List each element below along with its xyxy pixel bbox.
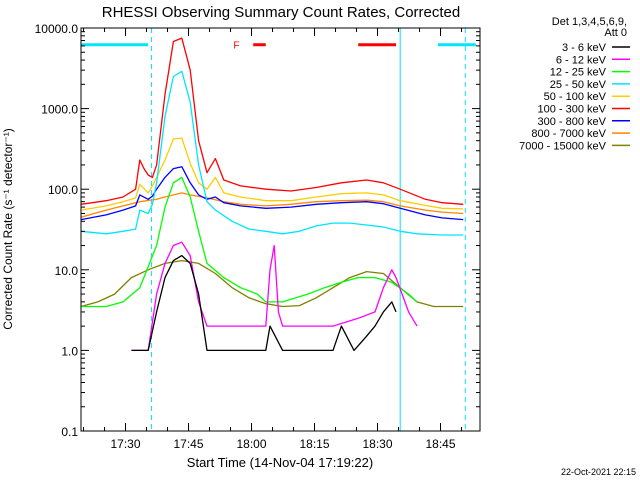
y-axis-label: Corrected Count Rate (s⁻¹ detector⁻¹)	[1, 128, 15, 329]
footer-timestamp: 22-Oct-2021 22:15	[561, 467, 636, 477]
y-tick-label: 0.1	[61, 425, 78, 439]
legend-entry-label: 6 - 12 keV	[556, 54, 607, 66]
legend-entry-label: 25 - 50 keV	[550, 79, 607, 91]
series-7000-15000-kevline	[80, 259, 464, 308]
y-tick-label: 10000.0	[35, 22, 79, 36]
plot-frame	[80, 27, 481, 432]
legend-header: Att 0	[604, 27, 627, 39]
series-12-25-kevline	[81, 176, 418, 308]
legend-entry-label: 12 - 25 keV	[550, 67, 607, 79]
y-tick-label: 1000.0	[41, 103, 78, 117]
series-3-6-kevline	[131, 254, 397, 352]
x-tick-label: 18:30	[363, 437, 393, 451]
legend-entry-label: 7000 - 15000 keV	[519, 140, 607, 152]
plot-area: F	[80, 28, 476, 431]
legend-entry-label: 100 - 300 keV	[538, 104, 607, 116]
annotation-flare-label: F	[233, 41, 239, 52]
series-50-100-kevline	[80, 137, 464, 211]
legend-entry-label: 3 - 6 keV	[562, 42, 607, 54]
x-tick-label: 17:45	[174, 437, 204, 451]
y-tick-label: 10.0	[55, 264, 79, 278]
legend-header: Det 1,3,4,5,6,9,	[552, 16, 627, 28]
series-100-300-kevline	[80, 37, 464, 205]
x-tick-label: 18:45	[426, 437, 456, 451]
y-tick-label: 1.0	[61, 344, 78, 358]
x-tick-label: 18:15	[300, 437, 330, 451]
y-tick-label: 100.0	[48, 183, 78, 197]
series-25-50-kevline	[80, 70, 464, 236]
x-tick-label: 18:00	[237, 437, 267, 451]
x-axis-label: Start Time (14-Nov-04 17:19:22)	[187, 455, 373, 470]
series-6-12-kevline	[131, 241, 418, 352]
axes: 0.1 1.0 10.0 100.0 1000.0 10000.0 17:30 17:45 18…	[35, 22, 480, 451]
x-tick-label: 17:30	[111, 437, 141, 451]
series-800-7000-kevline	[80, 192, 464, 218]
legend-entry-label: 300 - 800 keV	[538, 116, 607, 128]
legend-entry-label: 50 - 100 keV	[544, 91, 607, 103]
legend-entry-label: 800 - 7000 keV	[531, 128, 606, 140]
chart-title: RHESSI Observing Summary Count Rates, Co…	[102, 4, 460, 21]
